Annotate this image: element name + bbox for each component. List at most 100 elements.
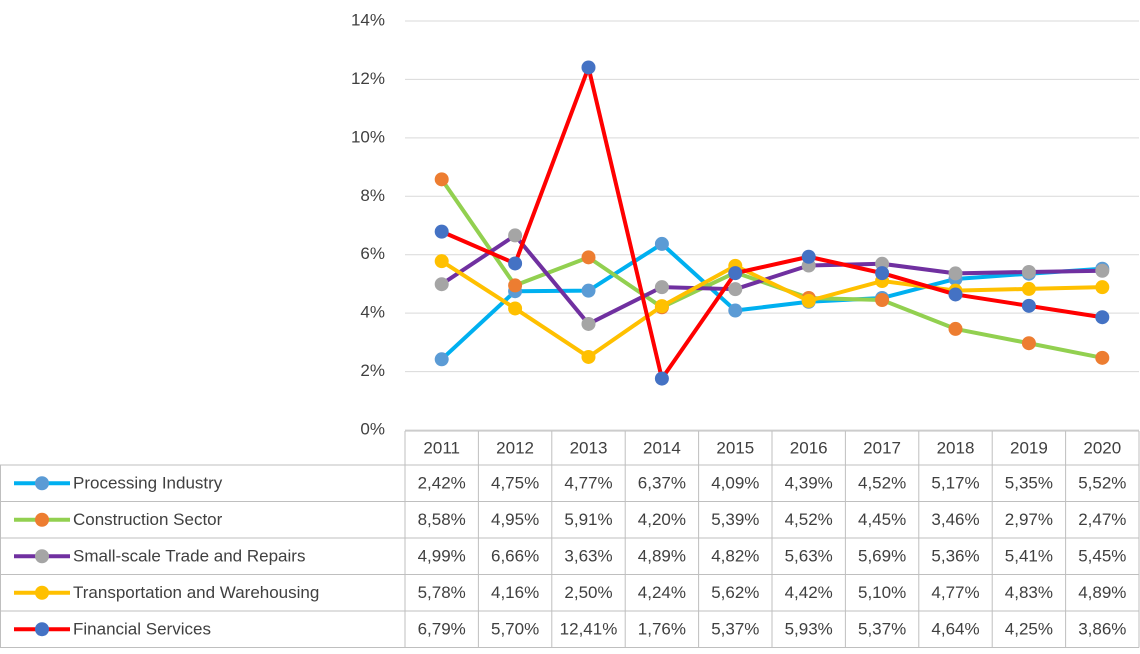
x-tick-label: 2017 [863, 438, 901, 457]
data-point [1021, 264, 1036, 279]
y-tick-label: 8% [360, 186, 385, 205]
data-point [434, 224, 449, 239]
table-value: 2,47% [1078, 510, 1126, 529]
table-value: 3,46% [931, 510, 979, 529]
table-value: 5,36% [931, 547, 979, 566]
data-point [1095, 280, 1110, 295]
series-line [440, 259, 1103, 359]
x-tick-label: 2018 [937, 438, 975, 457]
data-point [1095, 350, 1110, 365]
table-value: 1,76% [638, 620, 686, 639]
legend-marker [35, 549, 49, 564]
legend-marker [35, 476, 49, 491]
data-point [434, 352, 449, 367]
table-value: 5,35% [1005, 474, 1053, 493]
table-value: 5,39% [711, 510, 759, 529]
legend-label: Construction Sector [73, 510, 223, 529]
x-tick-label: 2014 [643, 438, 681, 457]
data-point [728, 266, 743, 281]
series-line [440, 241, 1103, 361]
data-point [434, 277, 449, 292]
data-point [875, 292, 890, 307]
table-value: 5,45% [1078, 547, 1126, 566]
table-value: 4,99% [418, 547, 466, 566]
x-tick-label: 2020 [1083, 438, 1121, 457]
legend-label: Financial Services [73, 620, 211, 639]
table-value: 4,39% [785, 474, 833, 493]
data-point [728, 282, 743, 297]
data-point [948, 321, 963, 336]
table-value: 2,50% [564, 583, 612, 602]
table-value: 2,42% [418, 474, 466, 493]
table-value: 4,82% [711, 547, 759, 566]
data-point [581, 316, 596, 331]
table-value: 5,70% [491, 620, 539, 639]
y-tick-label: 0% [360, 419, 385, 438]
data-point [654, 299, 669, 314]
table-value: 5,41% [1005, 547, 1053, 566]
series-line [440, 233, 1103, 326]
data-point [581, 60, 596, 75]
y-tick-label: 10% [351, 127, 385, 146]
table-value: 3,86% [1078, 620, 1126, 639]
table-value: 5,78% [418, 583, 466, 602]
table-value: 4,42% [785, 583, 833, 602]
table-value: 6,37% [638, 474, 686, 493]
data-point [875, 266, 890, 281]
table-value: 4,64% [931, 620, 979, 639]
data-point [434, 172, 449, 187]
table-value: 4,77% [564, 474, 612, 493]
table-value: 5,52% [1078, 474, 1126, 493]
table-value: 5,37% [711, 620, 759, 639]
table-value: 4,89% [638, 547, 686, 566]
x-tick-label: 2012 [496, 438, 534, 457]
data-point [1021, 298, 1036, 313]
table-value: 6,66% [491, 547, 539, 566]
x-tick-label: 2016 [790, 438, 828, 457]
data-point [508, 278, 523, 293]
legend-label: Small-scale Trade and Repairs [73, 547, 305, 566]
x-tick-label: 2019 [1010, 438, 1048, 457]
table-value: 4,16% [491, 583, 539, 602]
table-value: 5,62% [711, 583, 759, 602]
table-value: 5,37% [858, 620, 906, 639]
legend-marker [35, 512, 49, 527]
data-point [1095, 310, 1110, 325]
table-value: 5,93% [785, 620, 833, 639]
table-value: 4,45% [858, 510, 906, 529]
data-point [1021, 281, 1036, 296]
data-point [508, 301, 523, 316]
x-tick-label: 2015 [716, 438, 754, 457]
table-value: 4,77% [931, 583, 979, 602]
data-point [654, 280, 669, 295]
table-value: 4,83% [1005, 583, 1053, 602]
y-tick-label: 4% [360, 303, 385, 322]
table-value: 4,25% [1005, 620, 1053, 639]
legend-label: Processing Industry [73, 474, 223, 493]
data-point [1021, 336, 1036, 351]
x-tick-label: 2011 [423, 438, 460, 457]
x-tick-label: 2013 [570, 438, 608, 457]
data-point [801, 249, 816, 264]
table-value: 6,79% [418, 620, 466, 639]
table-value: 4,52% [785, 510, 833, 529]
table-value: 5,10% [858, 583, 906, 602]
table-value: 5,17% [931, 474, 979, 493]
data-point [1095, 263, 1110, 278]
data-point [654, 371, 669, 386]
data-point [508, 228, 523, 243]
table-value: 4,75% [491, 474, 539, 493]
y-tick-label: 6% [360, 244, 385, 263]
data-point [581, 349, 596, 364]
data-point [434, 254, 449, 269]
data-point [581, 250, 596, 265]
y-tick-label: 2% [360, 361, 385, 380]
table-value: 12,41% [560, 620, 618, 639]
table-value: 5,69% [858, 547, 906, 566]
table-value: 4,09% [711, 474, 759, 493]
legend-label: Transportation and Warehousing [73, 583, 319, 602]
data-point [508, 256, 523, 271]
data-point [654, 236, 669, 251]
data-point [581, 283, 596, 298]
